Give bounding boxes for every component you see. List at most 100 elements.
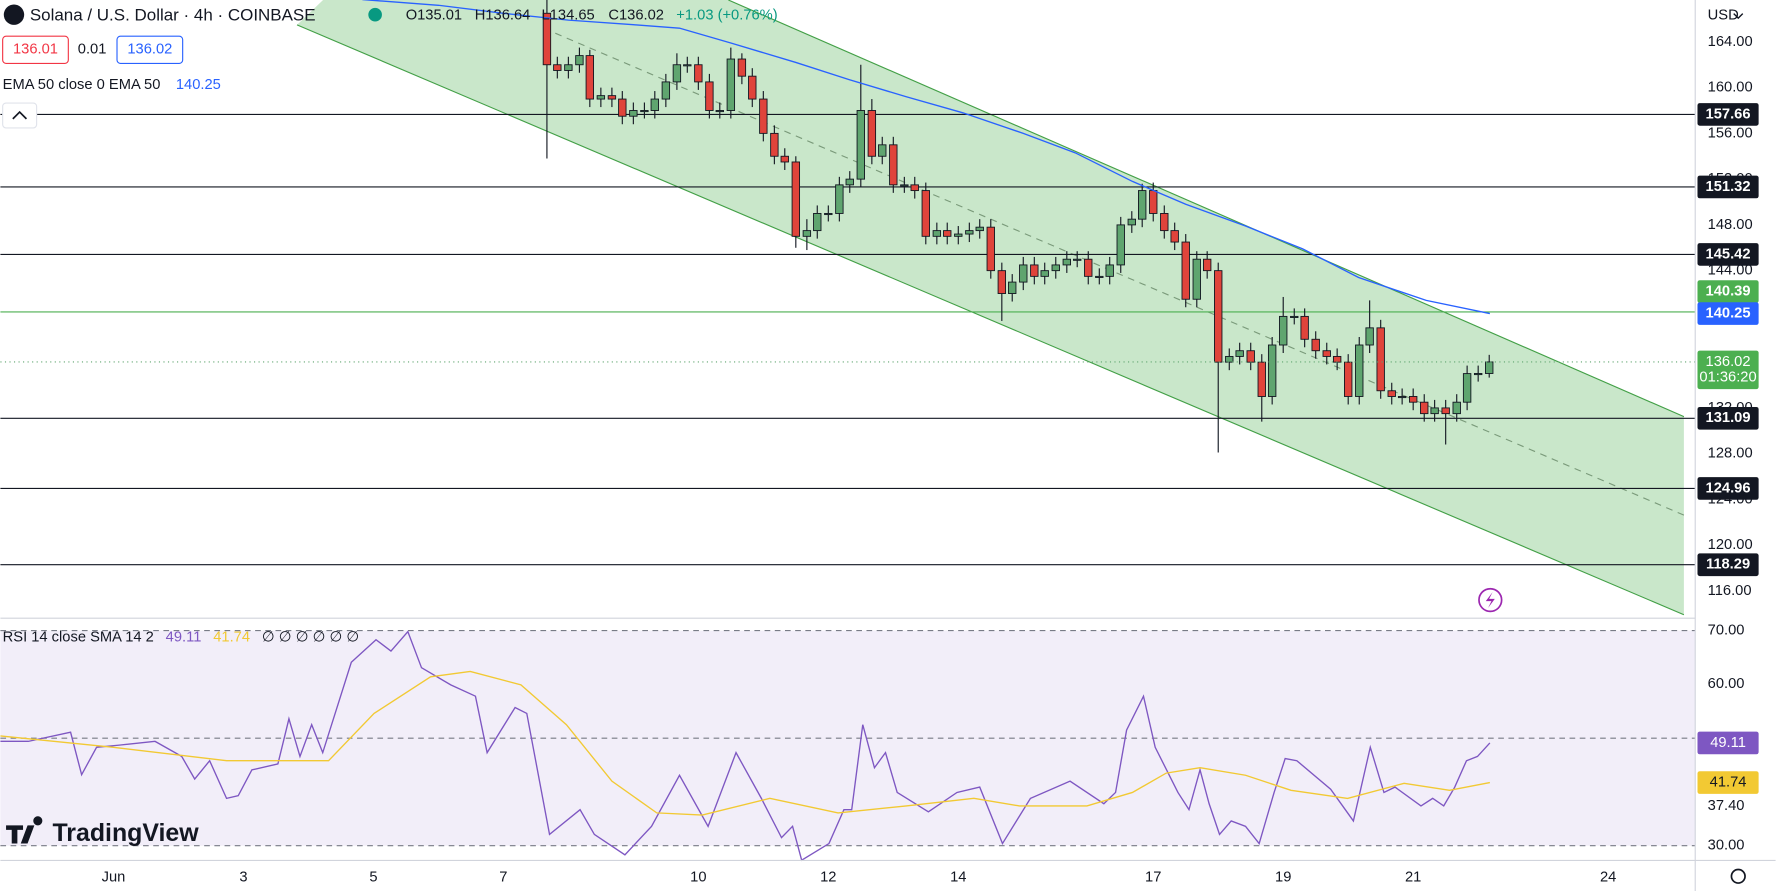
candle-body — [1160, 212, 1169, 232]
candle-body — [1408, 396, 1418, 403]
candle-body — [694, 64, 703, 83]
candle-body — [1073, 258, 1082, 261]
event-bolt — [1485, 592, 1495, 608]
candle-body — [1332, 355, 1342, 363]
rsi-line — [0, 670, 1490, 816]
currency-caret — [1733, 13, 1744, 20]
candle-body — [1441, 407, 1450, 415]
level-label-box — [1697, 407, 1759, 430]
countdown: 01:36:20 — [1699, 370, 1756, 386]
candle-body — [1267, 344, 1277, 397]
x-tick-label: Jun — [102, 869, 126, 885]
candle-body — [1430, 407, 1439, 415]
rsi-legend-value: 49.11 — [166, 629, 202, 645]
candle-body — [1473, 373, 1483, 376]
candle-body — [1051, 264, 1060, 272]
ema-legend-value: 140.25 — [176, 77, 221, 93]
candle-body — [1095, 275, 1104, 278]
x-tick-label: 10 — [690, 869, 706, 885]
candle-body — [824, 212, 833, 216]
candle-body — [640, 110, 649, 113]
candle-body — [878, 144, 887, 157]
candle-body — [1040, 270, 1049, 277]
level-label: 118.29 — [1706, 557, 1750, 573]
candle-body — [1127, 218, 1136, 226]
level-label: 145.42 — [1706, 246, 1751, 262]
y-tick-label: 148.00 — [1708, 217, 1753, 233]
candle-body — [1192, 258, 1201, 300]
y-tick-label: 128.00 — [1708, 446, 1753, 462]
rsi-value-box — [1697, 731, 1759, 755]
candle-body — [564, 64, 573, 71]
level-label: 157.66 — [1706, 106, 1751, 122]
level-label: 124.96 — [1706, 480, 1751, 496]
candle-body — [1344, 361, 1353, 397]
legend-low: L134.65 — [542, 8, 595, 24]
rsi-value-label: 41.74 — [1710, 774, 1747, 790]
candle-body — [1290, 315, 1299, 318]
candle-body — [900, 184, 909, 187]
candle-body — [954, 233, 963, 237]
candle-body — [553, 64, 562, 71]
candle-body — [845, 178, 854, 186]
bid-price: 136.01 — [13, 42, 58, 58]
sma-legend-value: 41.74 — [213, 629, 250, 645]
ema-line — [362, 0, 1491, 315]
candle-body — [748, 75, 757, 100]
rsi-tick-label: 30.00 — [1708, 838, 1745, 854]
candle-body — [618, 98, 627, 117]
candle-body — [650, 98, 659, 111]
level-label-box — [1697, 243, 1759, 266]
candle-body — [1257, 361, 1266, 397]
candle-body — [1062, 258, 1071, 266]
settings-icon[interactable] — [1730, 868, 1746, 884]
candle-body — [856, 110, 865, 180]
candle-body — [867, 110, 877, 157]
candle-body — [1387, 390, 1396, 397]
y-tick-label: 116.00 — [1708, 583, 1752, 599]
rsi-tick-label: 60.00 — [1708, 676, 1745, 692]
candle-body — [1084, 258, 1093, 277]
candle-body — [661, 81, 671, 100]
candle-body — [889, 144, 898, 186]
symbol-icon — [3, 4, 25, 25]
candle-body — [932, 230, 942, 237]
candle-body — [1322, 350, 1331, 357]
candle-body — [1170, 230, 1179, 243]
y-tick-label: 164.00 — [1708, 34, 1753, 50]
legend-open: O135.01 — [406, 8, 462, 24]
candle-body — [1452, 401, 1461, 415]
level-label-box — [1697, 553, 1759, 577]
candle-body — [770, 132, 779, 157]
collapse-icon — [12, 110, 28, 120]
level-label-box — [1697, 477, 1759, 500]
ema-label-box — [1697, 302, 1759, 325]
candle-body — [1397, 396, 1407, 399]
green-level-label: 140.39 — [1706, 283, 1751, 299]
candle-body — [1462, 373, 1472, 403]
candle-body — [715, 110, 724, 113]
collapse-button[interactable] — [2, 102, 38, 129]
candle-body — [1181, 241, 1190, 300]
candle-body — [1030, 264, 1039, 277]
level-label-box — [1697, 175, 1759, 199]
brand-logo — [6, 816, 43, 844]
candle-body — [575, 55, 584, 66]
rsi-tick-label: 70.00 — [1708, 622, 1745, 638]
legend-change: +1.03 (+0.76%) — [676, 8, 777, 24]
candle-body — [986, 226, 995, 272]
bid-box[interactable] — [2, 35, 69, 64]
rsi-value-box — [1697, 771, 1759, 794]
y-tick-label: 144.00 — [1708, 263, 1753, 279]
rsi-legend: RSI 14 close SMA 14 2 — [3, 629, 154, 645]
level-label-box — [1697, 103, 1759, 126]
green-level-label-box — [1697, 280, 1759, 303]
candle-body — [1376, 327, 1385, 392]
candle-body — [629, 110, 638, 117]
candle-body — [1311, 338, 1320, 352]
ask-box[interactable] — [116, 35, 184, 64]
candle-body — [780, 155, 789, 163]
currency[interactable]: USD — [1708, 8, 1739, 24]
rsi-tick-label: 37.40 — [1708, 798, 1745, 814]
x-tick-label: 12 — [820, 869, 836, 885]
